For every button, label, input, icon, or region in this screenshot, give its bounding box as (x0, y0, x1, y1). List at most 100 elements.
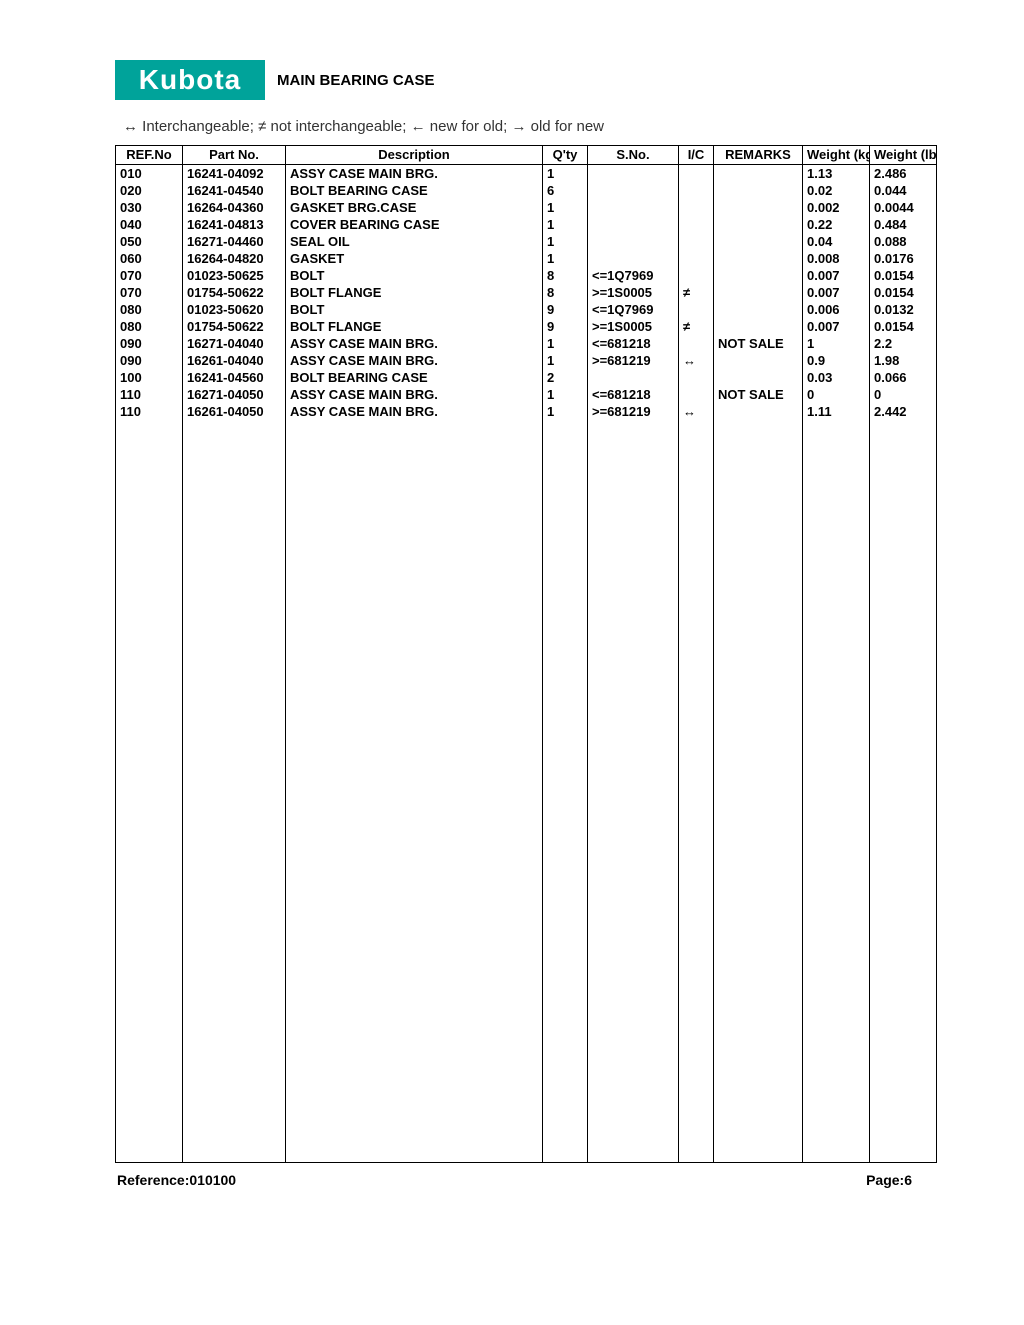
cell-desc: BOLT (286, 267, 543, 284)
col-desc: Description (286, 146, 543, 165)
cell-ic: ≠ (679, 318, 714, 335)
filler-cell (286, 420, 543, 1163)
cell-wkg: 0.007 (803, 318, 870, 335)
cell-wkg: 0.04 (803, 233, 870, 250)
table-row: 03016264-04360GASKET BRG.CASE10.0020.004… (116, 199, 937, 216)
cell-rem (714, 165, 803, 183)
cell-rem (714, 250, 803, 267)
table-row: 07001023-50625BOLT8<=1Q79690.0070.0154 (116, 267, 937, 284)
cell-rem (714, 182, 803, 199)
cell-rem (714, 403, 803, 420)
cell-sno: <=681218 (588, 386, 679, 403)
cell-part: 16264-04820 (183, 250, 286, 267)
cell-part: 16271-04040 (183, 335, 286, 352)
cell-ref: 090 (116, 335, 183, 352)
cell-wkg: 1 (803, 335, 870, 352)
cell-ref: 110 (116, 403, 183, 420)
cell-qty: 8 (543, 267, 588, 284)
cell-qty: 9 (543, 301, 588, 318)
cell-rem: NOT SALE (714, 386, 803, 403)
cell-wkg: 0.008 (803, 250, 870, 267)
filler-cell (543, 420, 588, 1163)
cell-desc: COVER BEARING CASE (286, 216, 543, 233)
cell-part: 16241-04560 (183, 369, 286, 386)
cell-wlb: 0.0154 (870, 318, 937, 335)
cell-desc: SEAL OIL (286, 233, 543, 250)
col-ic: I/C (679, 146, 714, 165)
table-row: 04016241-04813COVER BEARING CASE10.220.4… (116, 216, 937, 233)
cell-ref: 060 (116, 250, 183, 267)
cell-ic (679, 386, 714, 403)
cell-ic (679, 182, 714, 199)
cell-rem (714, 233, 803, 250)
table-row: 02016241-04540BOLT BEARING CASE60.020.04… (116, 182, 937, 199)
cell-desc: GASKET BRG.CASE (286, 199, 543, 216)
cell-ref: 070 (116, 267, 183, 284)
table-row: 10016241-04560BOLT BEARING CASE20.030.06… (116, 369, 937, 386)
cell-ic (679, 233, 714, 250)
cell-sno (588, 182, 679, 199)
col-ref: REF.No (116, 146, 183, 165)
cell-ref: 080 (116, 318, 183, 335)
reference-value: 010100 (189, 1172, 236, 1188)
page-label: Page: (866, 1172, 904, 1188)
cell-ic: ≠ (679, 284, 714, 301)
cell-desc: ASSY CASE MAIN BRG. (286, 352, 543, 369)
cell-part: 01754-50622 (183, 318, 286, 335)
cell-rem (714, 301, 803, 318)
cell-desc: BOLT BEARING CASE (286, 182, 543, 199)
table-row: 11016271-04050ASSY CASE MAIN BRG.1<=6812… (116, 386, 937, 403)
cell-wlb: 0.0176 (870, 250, 937, 267)
cell-sno: <=681218 (588, 335, 679, 352)
filler-cell (679, 420, 714, 1163)
cell-wlb: 0.066 (870, 369, 937, 386)
cell-desc: ASSY CASE MAIN BRG. (286, 386, 543, 403)
cell-qty: 2 (543, 369, 588, 386)
cell-ic (679, 369, 714, 386)
cell-desc: BOLT FLANGE (286, 284, 543, 301)
table-row: 06016264-04820GASKET10.0080.0176 (116, 250, 937, 267)
col-sno: S.No. (588, 146, 679, 165)
footer-page: Page:6 (866, 1172, 912, 1188)
cell-ref: 070 (116, 284, 183, 301)
cell-qty: 1 (543, 386, 588, 403)
cell-wlb: 0.044 (870, 182, 937, 199)
col-qty: Q'ty (543, 146, 588, 165)
cell-ic: ↔ (679, 403, 714, 420)
cell-ref: 080 (116, 301, 183, 318)
cell-wlb: 0 (870, 386, 937, 403)
parts-table: REF.No Part No. Description Q'ty S.No. I… (115, 145, 937, 1163)
cell-ic (679, 335, 714, 352)
cell-sno: >=1S0005 (588, 284, 679, 301)
cell-desc: ASSY CASE MAIN BRG. (286, 165, 543, 183)
table-row: 11016261-04050ASSY CASE MAIN BRG.1>=6812… (116, 403, 937, 420)
cell-wkg: 1.13 (803, 165, 870, 183)
cell-part: 16264-04360 (183, 199, 286, 216)
cell-ref: 090 (116, 352, 183, 369)
cell-qty: 1 (543, 250, 588, 267)
col-wlb: Weight (lb) (870, 146, 937, 165)
table-header-row: REF.No Part No. Description Q'ty S.No. I… (116, 146, 937, 165)
cell-qty: 8 (543, 284, 588, 301)
cell-wlb: 0.0154 (870, 267, 937, 284)
header: Kubota MAIN BEARING CASE (115, 60, 910, 100)
table-row: 08001754-50622BOLT FLANGE9>=1S0005≠0.007… (116, 318, 937, 335)
cell-ref: 050 (116, 233, 183, 250)
cell-ref: 110 (116, 386, 183, 403)
filler-cell (116, 420, 183, 1163)
cell-sno (588, 250, 679, 267)
table-filler-row (116, 420, 937, 1163)
cell-wkg: 0.02 (803, 182, 870, 199)
cell-sno (588, 165, 679, 183)
cell-part: 01023-50625 (183, 267, 286, 284)
cell-part: 01754-50622 (183, 284, 286, 301)
footer-reference: Reference:010100 (117, 1172, 236, 1188)
cell-ic (679, 250, 714, 267)
cell-wlb: 0.0154 (870, 284, 937, 301)
cell-ic (679, 199, 714, 216)
cell-wkg: 0.22 (803, 216, 870, 233)
cell-wkg: 1.11 (803, 403, 870, 420)
filler-cell (714, 420, 803, 1163)
cell-sno: >=1S0005 (588, 318, 679, 335)
col-remarks: REMARKS (714, 146, 803, 165)
